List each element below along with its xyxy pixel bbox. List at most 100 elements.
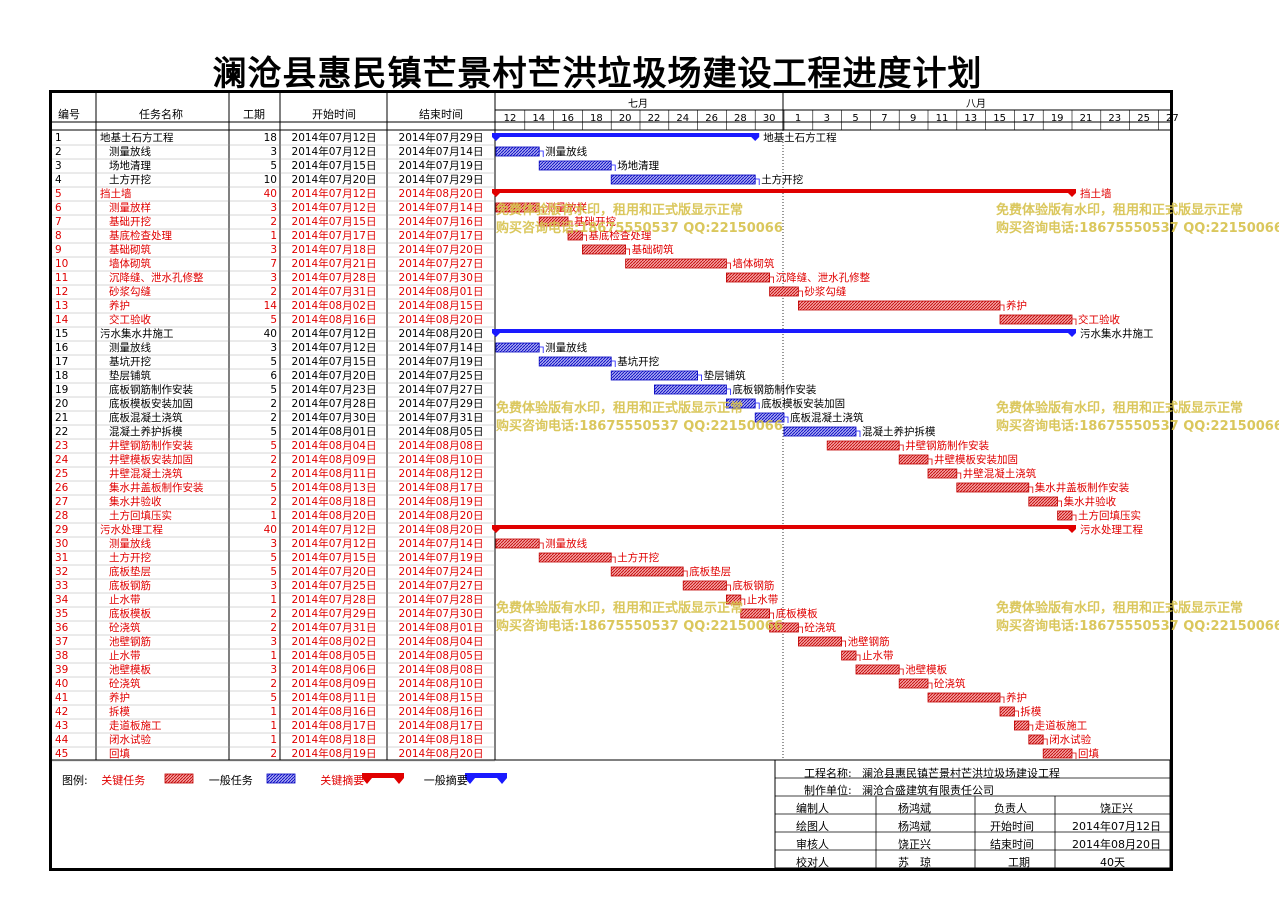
bar-label: 井壁模板安装加固: [934, 453, 1018, 466]
watermark: 免费体验版有水印，租用和正式版显示正常 购买咨询电话:18675550537 QQ…: [496, 401, 783, 434]
dependency-arrow: [784, 416, 789, 423]
task-name: 集水井验收: [109, 496, 162, 508]
drawer: 杨鸿斌: [898, 820, 931, 833]
task-duration: 10: [263, 174, 277, 186]
task-bar: [783, 426, 857, 437]
dependency-arrow: [726, 388, 731, 395]
task-duration: 6: [270, 370, 277, 382]
dependency-arrow: [1000, 696, 1005, 703]
task-duration: 40: [263, 524, 277, 536]
tick-label: 13: [964, 113, 978, 124]
task-duration: 5: [270, 314, 277, 326]
dependency-arrow: [899, 444, 904, 451]
task-end: 2014年07月30日: [398, 608, 484, 620]
task-name: 土方回填压实: [109, 510, 172, 522]
tick-label: 15: [993, 113, 1006, 124]
task-duration: 5: [270, 692, 277, 704]
bar-label: 池壁钢筋: [848, 635, 890, 648]
task-name: 污水处理工程: [100, 524, 163, 536]
watermark: 免费体验版有水印，租用和正式版显示正常 购买咨询电话:18675550537 QQ…: [996, 601, 1279, 634]
task-name: 养护: [109, 300, 130, 312]
task-end: 2014年08月12日: [398, 468, 484, 480]
task-id: 2: [55, 146, 62, 158]
dependency-arrow: [1043, 738, 1048, 745]
task-id: 8: [55, 230, 62, 242]
task-duration: 3: [270, 146, 277, 158]
task-id: 29: [55, 524, 69, 536]
dependency-arrow: [539, 542, 544, 549]
task-start: 2014年07月17日: [291, 230, 377, 242]
task-start: 2014年08月13日: [291, 482, 377, 494]
task-bar: [798, 636, 843, 647]
task-name: 底板钢筋: [109, 580, 151, 592]
bar-label: 底板混凝土浇筑: [790, 411, 864, 424]
tick-label: 9: [910, 113, 917, 124]
task-id: 16: [55, 342, 69, 354]
task-bar: [841, 650, 857, 661]
task-end: 2014年07月29日: [398, 174, 484, 186]
header-end: 结束时间: [419, 108, 463, 121]
dependency-arrow: [798, 626, 803, 633]
task-bar: [538, 356, 612, 367]
task-start: 2014年07月15日: [291, 356, 377, 368]
task-duration: 3: [270, 342, 277, 354]
task-end: 2014年07月14日: [398, 538, 484, 550]
checker: 苏 琼: [898, 856, 931, 869]
task-end: 2014年07月25日: [398, 370, 484, 382]
task-start: 2014年07月21日: [291, 258, 377, 270]
task-start: 2014年08月02日: [291, 300, 377, 312]
legend-normal-sample: [266, 773, 296, 784]
task-bar: [855, 664, 900, 675]
task-end: 2014年08月17日: [398, 482, 484, 494]
task-bar: [769, 622, 799, 633]
legend: 图例: 关键任务 一般任务 关键摘要 一般摘要: [62, 772, 468, 788]
task-id: 23: [55, 440, 69, 452]
task-duration: 5: [270, 426, 277, 438]
task-start: 2014年07月12日: [291, 202, 377, 214]
reviewer-label: 审核人: [796, 838, 829, 851]
task-start: 2014年07月12日: [291, 538, 377, 550]
task-start: 2014年07月31日: [291, 286, 377, 298]
task-id: 10: [55, 258, 69, 270]
bar-label: 底板模板: [776, 607, 818, 620]
task-duration: 40: [263, 188, 277, 200]
bar-label: 基础开挖: [574, 215, 616, 228]
bar-label: 回填: [1078, 747, 1100, 760]
dependency-arrow: [798, 290, 803, 297]
task-name: 拆模: [109, 706, 130, 718]
bar-label: 止水带: [747, 594, 779, 606]
task-name: 场地清理: [109, 160, 151, 172]
task-id: 39: [55, 664, 69, 676]
task-id: 21: [55, 412, 69, 424]
tick-label: 1: [794, 113, 802, 124]
task-name: 底板钢筋制作安装: [109, 384, 193, 396]
task-bar: [1028, 734, 1044, 745]
legend-normal-summary-sample: [465, 773, 507, 784]
task-end: 2014年07月19日: [398, 356, 484, 368]
legend-label: 图例:: [62, 774, 88, 787]
task-bar: [495, 146, 540, 157]
editor: 杨鸿斌: [898, 802, 931, 815]
task-bar: [769, 286, 799, 297]
dependency-arrow: [726, 262, 731, 269]
task-id: 34: [55, 594, 69, 606]
bar-label: 挡土墙: [1080, 187, 1112, 200]
task-id: 11: [55, 272, 69, 284]
dependency-arrow: [1014, 710, 1019, 717]
task-bar: [898, 678, 929, 689]
task-id: 14: [55, 314, 69, 326]
task-name: 垫层铺筑: [109, 370, 151, 382]
task-id: 1: [55, 132, 62, 144]
bar-label: 土方开挖: [617, 551, 659, 564]
task-name: 走道板施工: [109, 720, 162, 732]
bar-label: 测量放线: [545, 145, 587, 158]
task-name: 基础开挖: [109, 216, 151, 228]
task-name: 砼浇筑: [109, 622, 141, 634]
task-duration: 2: [270, 496, 277, 508]
task-start: 2014年07月20日: [291, 566, 377, 578]
task-name: 闭水试验: [109, 734, 151, 746]
project-start: 2014年07月12日: [1072, 820, 1161, 833]
task-start: 2014年08月05日: [291, 650, 377, 662]
bar-label: 集水井验收: [1064, 495, 1117, 508]
task-id: 32: [55, 566, 69, 578]
